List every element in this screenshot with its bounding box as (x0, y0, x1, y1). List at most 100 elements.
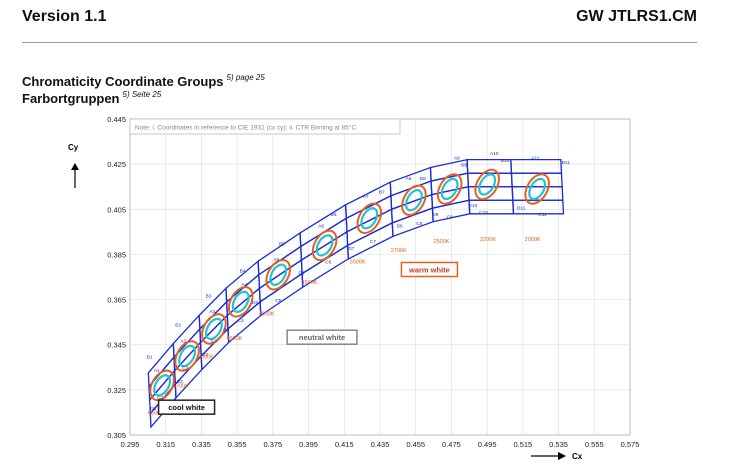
bin-quad (390, 193, 434, 224)
region-box (286, 329, 358, 345)
section-title-de: Farbortgruppen 5) Seite 25 (22, 90, 161, 106)
bin-quad (512, 199, 565, 215)
bin-label: B9 (461, 162, 467, 168)
cct-label: 3500K (301, 280, 317, 286)
x-tick-label: 0.495 (478, 440, 497, 449)
cct-label: 2500K (434, 239, 450, 245)
region-label: warm white (408, 265, 450, 274)
bin-label: D7 (348, 246, 354, 252)
bin-quad (199, 313, 229, 358)
document-version: Version 1.1 (22, 8, 107, 25)
bin-label: C7 (370, 239, 376, 245)
region-box (157, 399, 216, 415)
bin-label: B11 (562, 160, 571, 166)
region-label: neutral white (299, 333, 345, 342)
x-tick-label: 0.555 (585, 440, 604, 449)
bin-label: A2 (181, 338, 187, 344)
bin-label: A7 (363, 194, 369, 200)
outer-ellipse (149, 369, 175, 402)
bin-label: B1 (147, 354, 153, 360)
bin-labels: B1 B2 B3 B4 B5 B6 B7 B8 B9 B10 B11 A1 A2 A3 A4 A5 A6 A7 A8… (147, 151, 570, 412)
cct-label: 4500K (226, 336, 242, 342)
outer-ellipse (201, 313, 227, 345)
bin-label: C8 (416, 221, 422, 227)
bin-label: D1 (150, 406, 156, 412)
x-tick-label: 0.455 (406, 440, 425, 449)
bin-label: C2 (182, 366, 188, 372)
bin-label: A10 (490, 151, 499, 157)
inner-ellipse (478, 173, 497, 196)
inner-ellipse (528, 177, 547, 201)
bin-label: A3 (209, 309, 215, 315)
y-tick-label: 0.445 (107, 115, 126, 124)
region-box (400, 261, 459, 278)
outer-ellipse (356, 202, 383, 235)
outer-ellipse (401, 184, 427, 216)
x-tick-labels: 0.295 0.315 0.335 0.355 0.375 0.395 0.415 0.435… (121, 440, 640, 449)
bin-label: C3 (211, 338, 217, 344)
x-tick-label: 0.575 (621, 440, 640, 449)
bin-label: C6 (325, 259, 331, 265)
x-tick-label: 0.515 (513, 440, 532, 449)
bin-label: D10 (468, 203, 477, 209)
bin-label: D4 (223, 327, 229, 333)
product-code: GW JTLRS1.CM (576, 8, 697, 25)
bin-label: D5 (252, 300, 258, 306)
x-axis-arrow-head (558, 452, 566, 460)
bin-label: B4 (240, 268, 246, 274)
bin-label: B8 (420, 176, 426, 182)
bin-label: A5 (273, 257, 279, 263)
section-title-en-text: Chromaticity Coordinate Groups (22, 74, 224, 89)
cct-label: 2200K (480, 237, 496, 243)
grid-lines (129, 118, 631, 436)
section-title-de-text: Farbortgruppen (22, 91, 120, 106)
y-tick-label: 0.425 (107, 160, 126, 169)
y-axis-label: Cy (68, 143, 79, 152)
bin-label: D6 (298, 271, 304, 277)
bin-label: D11 (517, 205, 526, 211)
y-tick-label: 0.305 (107, 431, 126, 440)
inner-ellipse (269, 263, 288, 286)
region-label: cool white (168, 403, 205, 412)
outer-ellipse (474, 168, 500, 201)
note-box (129, 118, 401, 135)
inner-ellipse (404, 189, 423, 212)
bin-label: D2 (177, 379, 183, 385)
bin-label: B2 (175, 323, 181, 329)
bin-label: C9 (447, 214, 453, 220)
bin-label: B6 (331, 212, 337, 218)
y-tick-label: 0.385 (107, 250, 126, 259)
outer-ellipse (524, 173, 550, 205)
inner-ellipse (360, 207, 379, 230)
bin-label: A4 (241, 282, 247, 288)
x-axis-label: Cx (572, 452, 583, 461)
outer-ellipse (311, 229, 338, 262)
cct-label: 4000K (259, 311, 275, 317)
x-tick-label: 0.355 (228, 440, 247, 449)
bin-quad (199, 300, 228, 344)
bin-label: C1 (157, 395, 163, 401)
section-title-en-ref: 5) page 25 (226, 73, 265, 82)
bin-label: A1 (154, 368, 160, 374)
x-tick-label: 0.395 (299, 440, 318, 449)
cct-label: 5000K (198, 354, 214, 360)
y-tick-label: 0.345 (107, 341, 126, 350)
x-tick-label: 0.335 (192, 440, 211, 449)
x-tick-label: 0.315 (156, 440, 175, 449)
bin-quad (257, 231, 302, 276)
cct-label: 3000K (350, 259, 366, 265)
cct-label: 2700K (391, 248, 407, 254)
bin-label: A6 (318, 223, 324, 229)
outer-ellipse (227, 286, 254, 318)
bin-label: C4 (238, 318, 244, 324)
cct-label: 5700K (173, 384, 189, 390)
bin-label: A9 (454, 156, 460, 162)
inner-ellipse (204, 317, 223, 341)
bin-label: B3 (206, 293, 212, 299)
x-tick-label: 0.535 (549, 440, 568, 449)
y-tick-label: 0.325 (107, 386, 126, 395)
x-tick-label: 0.415 (335, 440, 354, 449)
bin-quad (510, 158, 563, 174)
bin-label: C11 (538, 212, 547, 218)
x-tick-label: 0.295 (121, 440, 140, 449)
